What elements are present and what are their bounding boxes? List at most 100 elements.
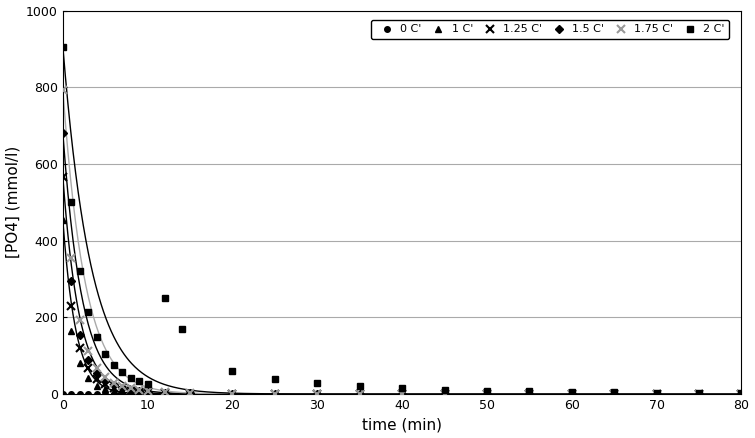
1.75 C' — [440, 392, 449, 397]
0 C' — [134, 392, 143, 397]
1 C' — [126, 390, 135, 396]
1.75 C' — [228, 391, 237, 396]
1.25 C' — [76, 346, 85, 351]
1.25 C' — [398, 392, 407, 397]
1 C' — [355, 392, 364, 397]
1.5 C' — [482, 392, 492, 397]
2 C' — [652, 390, 661, 396]
0 C' — [126, 392, 135, 397]
0 C' — [76, 392, 85, 397]
0 C' — [100, 392, 109, 397]
1.75 C' — [109, 380, 119, 385]
2 C' — [177, 326, 186, 332]
2 C' — [109, 362, 119, 367]
1.25 C' — [134, 389, 143, 395]
1 C' — [737, 392, 746, 397]
1.75 C' — [100, 374, 109, 380]
1.25 C' — [652, 392, 661, 397]
1.25 C' — [109, 385, 119, 391]
Legend: 0 C', 1 C', 1.25 C', 1.5 C', 1.75 C', 2 C': 0 C', 1 C', 1.25 C', 1.5 C', 1.75 C', 2 … — [371, 20, 729, 39]
1.75 C' — [76, 318, 85, 323]
2 C' — [695, 391, 704, 396]
1.25 C' — [126, 389, 135, 394]
1.5 C' — [440, 392, 449, 397]
2 C' — [118, 370, 127, 375]
Line: 1.5 C': 1.5 C' — [60, 131, 744, 397]
1.5 C' — [58, 131, 67, 136]
1.5 C' — [228, 391, 237, 396]
1.5 C' — [695, 392, 704, 397]
1.25 C' — [610, 392, 619, 397]
1.75 C' — [313, 392, 322, 397]
1.5 C' — [143, 389, 153, 394]
1.75 C' — [270, 391, 279, 396]
0 C' — [143, 392, 153, 397]
2 C' — [482, 388, 492, 393]
1 C' — [610, 392, 619, 397]
1 C' — [440, 392, 449, 397]
1.25 C' — [160, 391, 169, 396]
1.25 C' — [66, 303, 76, 308]
1.5 C' — [525, 392, 534, 397]
2 C' — [440, 387, 449, 392]
1.5 C' — [109, 382, 119, 388]
2 C' — [270, 376, 279, 381]
1.25 C' — [100, 382, 109, 387]
0 C' — [92, 392, 101, 397]
1 C' — [109, 389, 119, 394]
1 C' — [58, 218, 67, 223]
1.25 C' — [482, 392, 492, 397]
1.5 C' — [313, 392, 322, 397]
1.75 C' — [355, 392, 364, 397]
1.25 C' — [118, 387, 127, 392]
0 C' — [482, 392, 492, 397]
2 C' — [610, 390, 619, 395]
Y-axis label: [PO4] (mmol/l): [PO4] (mmol/l) — [5, 146, 20, 258]
1.25 C' — [440, 392, 449, 397]
1.75 C' — [143, 389, 153, 394]
1.5 C' — [66, 278, 76, 283]
2 C' — [737, 391, 746, 396]
1.75 C' — [66, 255, 76, 261]
1.5 C' — [355, 392, 364, 397]
0 C' — [695, 392, 704, 397]
1.25 C' — [737, 392, 746, 397]
1.5 C' — [134, 389, 143, 394]
1.75 C' — [398, 392, 407, 397]
1 C' — [482, 392, 492, 397]
0 C' — [355, 392, 364, 397]
0 C' — [270, 392, 279, 397]
0 C' — [84, 392, 93, 397]
1 C' — [186, 392, 195, 397]
1.5 C' — [76, 332, 85, 337]
1.25 C' — [228, 392, 237, 397]
1 C' — [567, 392, 576, 397]
1.75 C' — [160, 389, 169, 395]
1.75 C' — [482, 392, 492, 397]
2 C' — [355, 384, 364, 389]
1.75 C' — [126, 385, 135, 391]
2 C' — [160, 296, 169, 301]
2 C' — [398, 385, 407, 391]
1.25 C' — [92, 376, 101, 381]
1.25 C' — [270, 392, 279, 397]
1.5 C' — [270, 392, 279, 397]
0 C' — [652, 392, 661, 397]
1.5 C' — [160, 390, 169, 396]
1.25 C' — [84, 365, 93, 371]
2 C' — [58, 44, 67, 49]
1.75 C' — [134, 387, 143, 392]
1 C' — [695, 392, 704, 397]
2 C' — [313, 381, 322, 386]
0 C' — [66, 392, 76, 397]
1.25 C' — [567, 392, 576, 397]
1.25 C' — [695, 392, 704, 397]
0 C' — [186, 392, 195, 397]
Line: 1 C': 1 C' — [60, 217, 745, 398]
0 C' — [58, 392, 67, 397]
1.75 C' — [118, 384, 127, 389]
0 C' — [737, 392, 746, 397]
1.75 C' — [186, 390, 195, 396]
0 C' — [525, 392, 534, 397]
2 C' — [134, 379, 143, 384]
